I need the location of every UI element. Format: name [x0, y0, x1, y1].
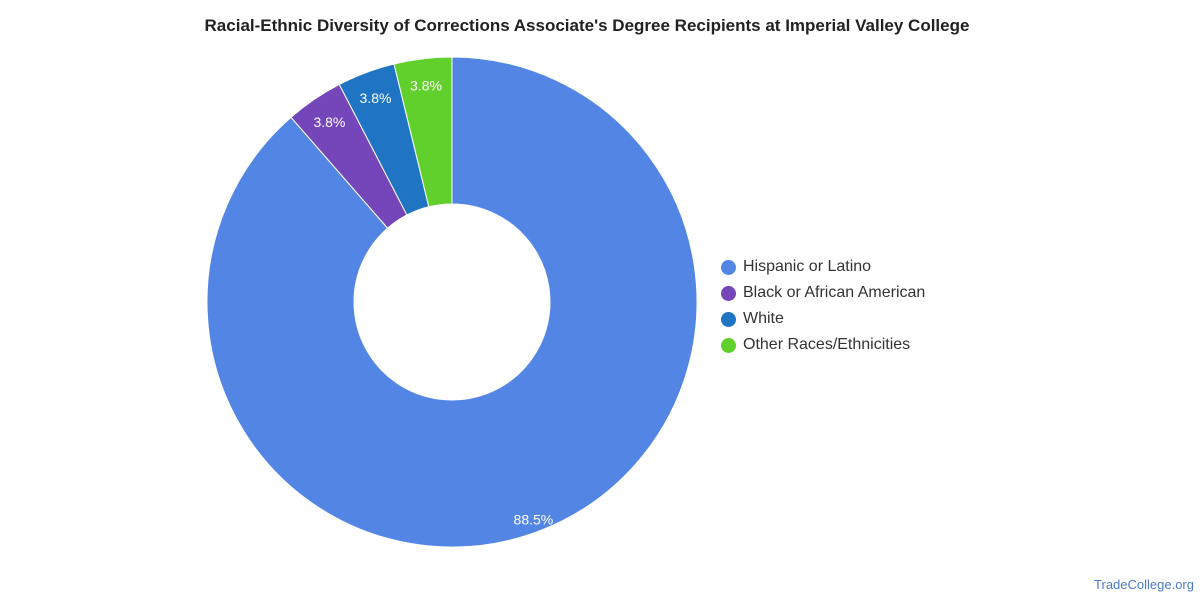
data-label-white: 3.8% — [360, 90, 392, 106]
chart-legend: Hispanic or Latino Black or African Amer… — [721, 254, 925, 358]
watermark-link[interactable]: TradeCollege.org — [1094, 577, 1194, 592]
legend-item-black-or-african-american[interactable]: Black or African American — [721, 280, 925, 306]
data-label-hispanic-or-latino: 88.5% — [514, 511, 554, 527]
legend-swatch-hispanic-or-latino — [721, 259, 736, 275]
legend-swatch-other-races-ethnicities — [721, 337, 736, 353]
legend-item-other-races-ethnicities[interactable]: Other Races/Ethnicities — [721, 332, 925, 358]
legend-label: White — [743, 310, 784, 327]
data-label-other-races-ethnicities: 3.8% — [410, 78, 442, 94]
chart-title: Racial-Ethnic Diversity of Corrections A… — [204, 16, 970, 35]
legend-label: Black or African American — [743, 284, 926, 301]
legend-item-white[interactable]: White — [721, 306, 925, 332]
legend-label: Hispanic or Latino — [743, 258, 872, 275]
data-label-black-or-african-american: 3.8% — [313, 114, 345, 130]
legend-item-hispanic-or-latino[interactable]: Hispanic or Latino — [721, 254, 925, 280]
legend-swatch-black-or-african-american — [721, 285, 736, 301]
pie-slice-other-races-ethnicities[interactable] — [393, 56, 453, 208]
pie-slice-hispanic-or-latino[interactable] — [206, 56, 698, 548]
legend-swatch-white — [721, 311, 736, 327]
legend-label: Other Races/Ethnicities — [743, 336, 911, 353]
